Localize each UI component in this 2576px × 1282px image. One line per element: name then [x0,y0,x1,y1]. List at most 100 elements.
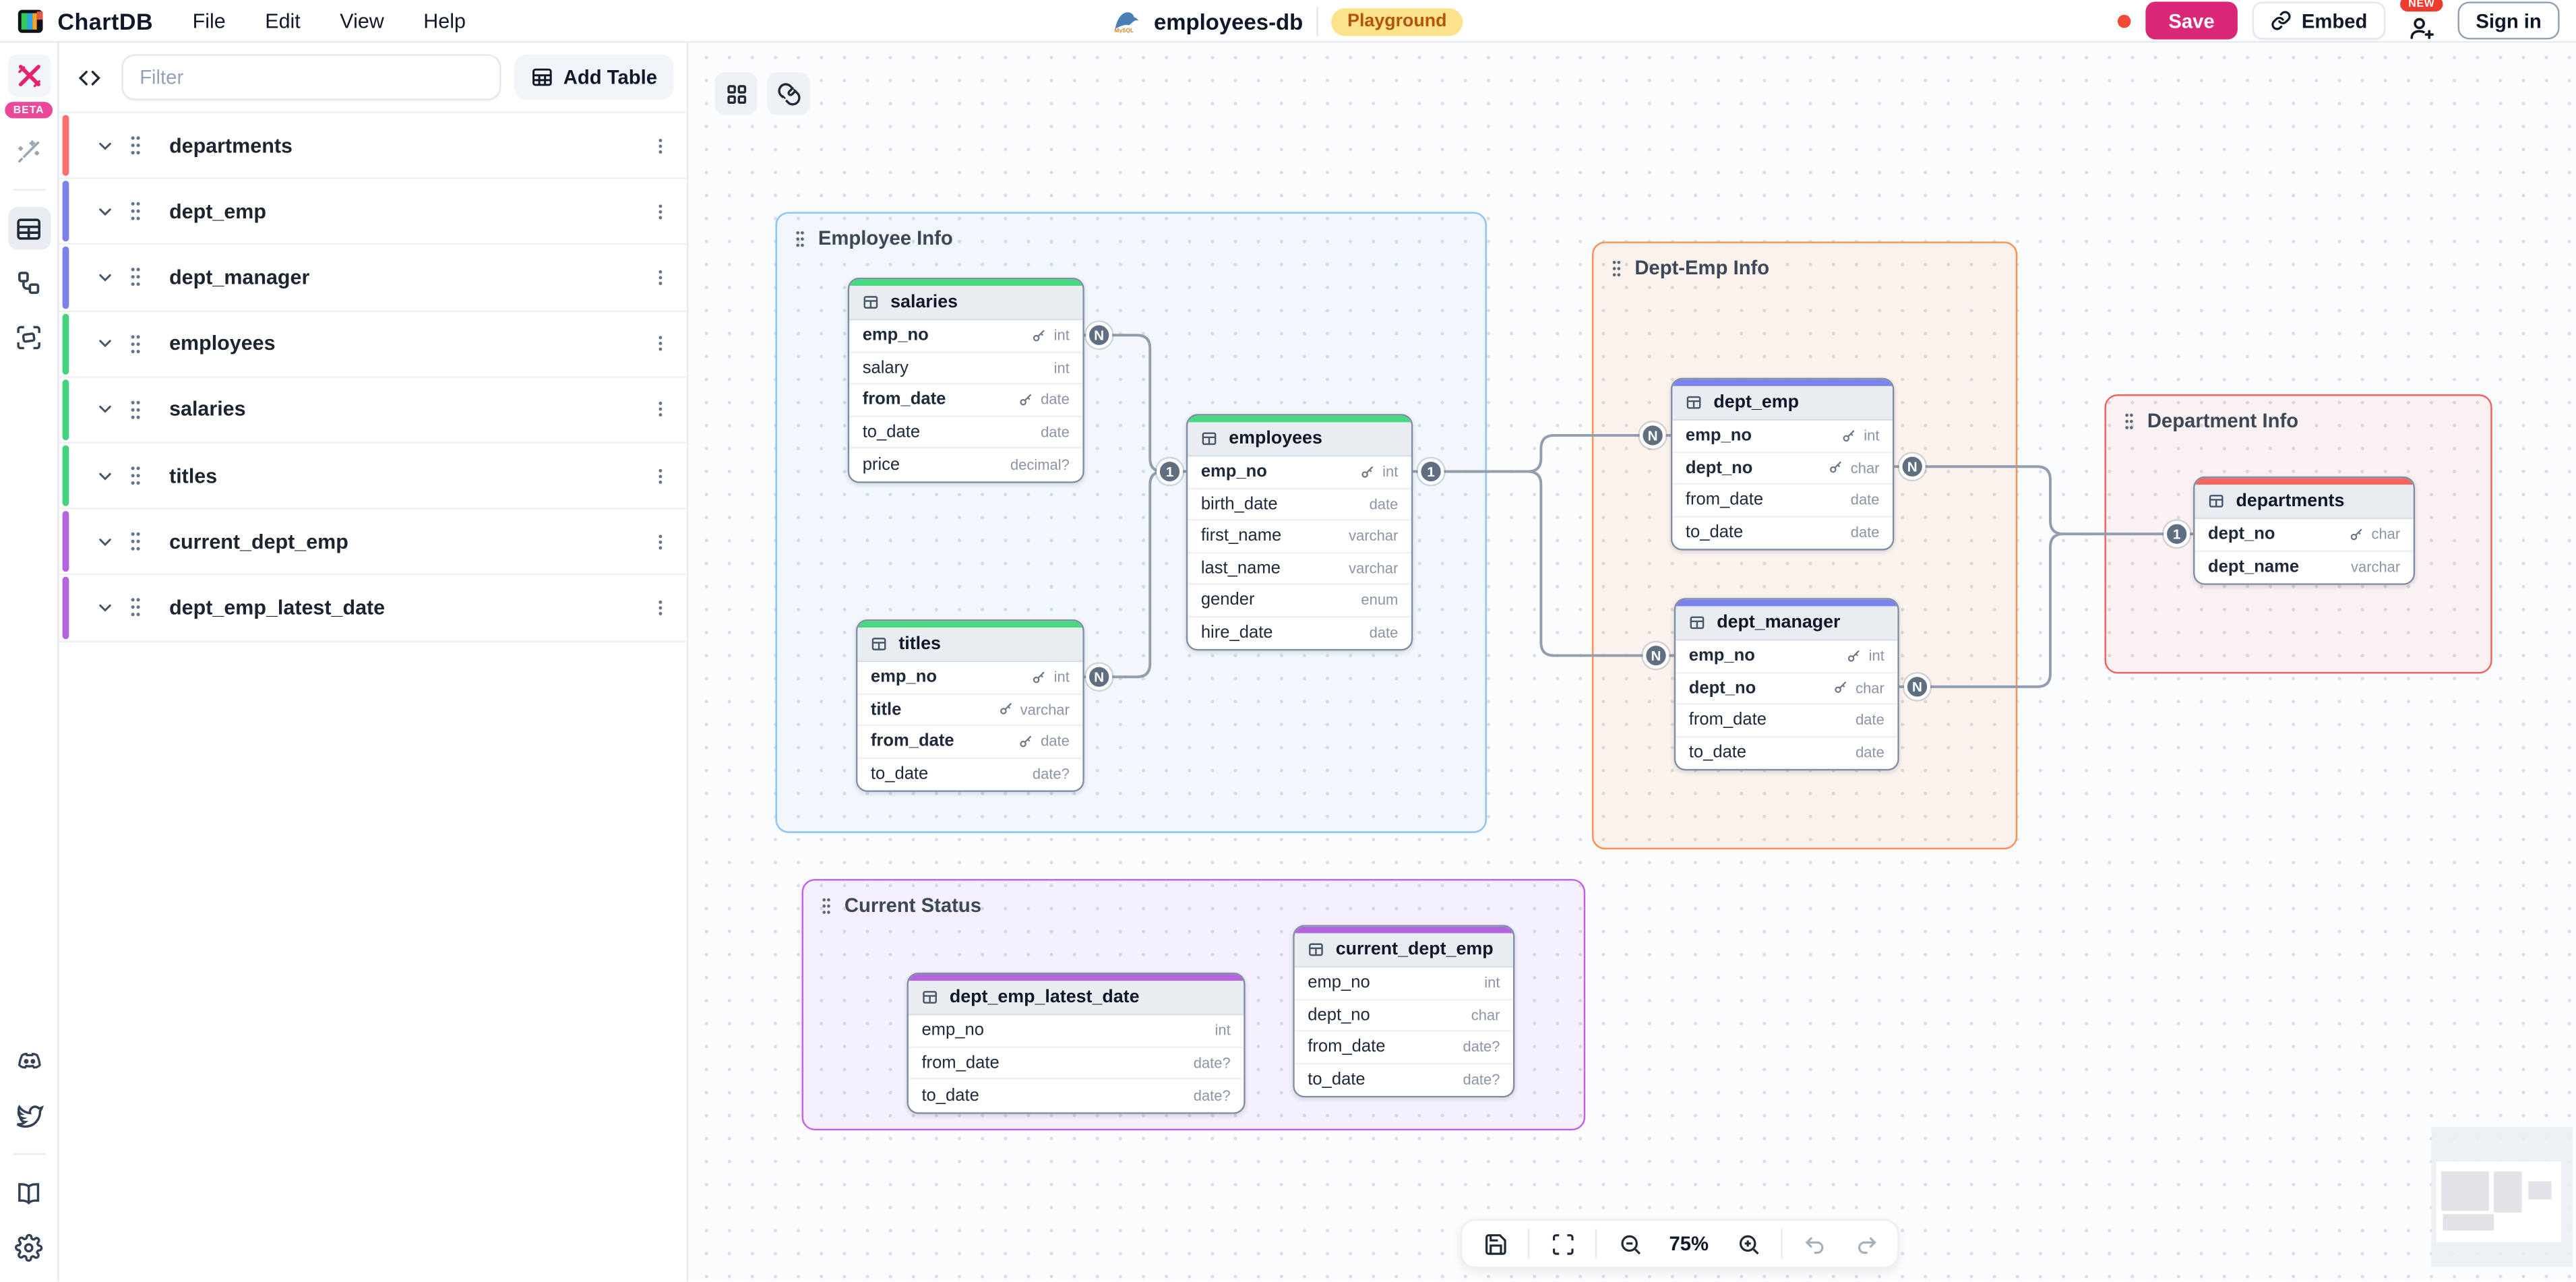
field-row: to_date date? [857,758,1083,791]
invite-user-button[interactable]: NEW [2400,0,2443,40]
save-button[interactable]: Save [2145,1,2238,40]
diagram-canvas[interactable]: Employee Info Dept-Emp Info Department I… [688,42,2576,1282]
chevron-down-icon[interactable] [95,202,115,221]
fit-view-icon[interactable] [1539,1224,1585,1264]
chartdb-pink-logo-button[interactable] [7,54,51,97]
minimap-area-block [2441,1171,2489,1211]
drag-handle-icon[interactable] [128,267,143,288]
sidebar-item-employees[interactable]: employees [59,311,687,378]
color-strip [62,379,69,441]
kebab-menu-icon[interactable] [650,266,670,289]
drag-handle-icon[interactable] [128,201,143,222]
table-node-dept_emp[interactable]: dept_emp emp_no int dept_no char from_date… [1670,377,1895,551]
relationships-section-button[interactable] [7,262,50,304]
magic-wand-icon[interactable] [7,130,50,173]
chevron-down-icon[interactable] [95,334,115,353]
table-header[interactable]: titles [857,628,1083,663]
filter-input[interactable] [121,54,501,100]
area-label[interactable]: Current Status [820,894,981,917]
table-name: salaries [169,398,246,421]
add-table-button[interactable]: Add Table [514,54,674,100]
undo-icon[interactable] [1792,1224,1838,1264]
field-row: emp_no int [1672,421,1893,453]
dependencies-section-button[interactable] [7,315,50,358]
menu-help[interactable]: Help [423,9,466,32]
chevron-down-icon[interactable] [95,466,115,485]
menu-edit[interactable]: Edit [265,9,301,32]
minimap[interactable] [2431,1127,2573,1267]
table-header[interactable]: employees [1188,422,1411,457]
table-node-titles[interactable]: titles emp_no int title varchar from_date d… [855,619,1084,792]
chevron-down-icon[interactable] [95,268,115,287]
chevron-down-icon[interactable] [95,400,115,419]
drag-handle-icon[interactable] [128,465,143,487]
embed-button[interactable]: Embed [2252,1,2386,40]
snap-magnet-button[interactable] [767,72,810,115]
area-label[interactable]: Dept-Emp Info [1610,256,1769,279]
menu-view[interactable]: View [340,9,384,32]
sidebar-item-salaries[interactable]: salaries [59,377,687,444]
table-node-salaries[interactable]: salaries emp_no int salary int from_date da… [847,277,1084,483]
table-node-dept_manager[interactable]: dept_manager emp_no int dept_no char from_… [1674,598,1899,771]
zoom-out-icon[interactable] [1607,1224,1653,1264]
zoom-level[interactable]: 75% [1669,1232,1709,1256]
menu-file[interactable]: File [192,9,226,32]
kebab-menu-icon[interactable] [650,200,670,223]
sidebar-item-dept_manager[interactable]: dept_manager [59,245,687,312]
color-strip [62,115,69,177]
field-row: emp_no int [1294,967,1513,1000]
table-header[interactable]: dept_manager [1676,606,1898,641]
table-header[interactable]: departments [2195,485,2414,520]
kebab-menu-icon[interactable] [650,597,670,619]
area-label[interactable]: Employee Info [793,226,953,250]
sidebar-item-dept_emp_latest_date[interactable]: dept_emp_latest_date [59,575,687,642]
kebab-menu-icon[interactable] [650,398,670,421]
key-icon [2351,528,2363,540]
tables-section-button[interactable] [7,207,51,250]
sidebar-item-departments[interactable]: departments [59,113,687,180]
kebab-menu-icon[interactable] [650,464,670,487]
field-row: emp_no int [849,320,1083,353]
sidebar-item-titles[interactable]: titles [59,443,687,510]
table-header[interactable]: dept_emp_latest_date [908,981,1244,1016]
kebab-menu-icon[interactable] [650,530,670,553]
kebab-menu-icon[interactable] [650,332,670,355]
code-view-icon[interactable] [69,57,109,97]
sidebar-item-current_dept_emp[interactable]: current_dept_emp [59,509,687,576]
database-name[interactable]: employees-db [1153,9,1304,34]
grip-dots-icon [793,229,807,247]
chevron-down-icon[interactable] [95,532,115,551]
table-color-strip [1672,379,1893,386]
redo-icon[interactable] [1842,1224,1888,1264]
save-diagram-icon[interactable] [1472,1224,1518,1264]
table-name: employees [169,332,276,355]
sidebar-item-dept_emp[interactable]: dept_emp [59,179,687,246]
embed-label: Embed [2301,9,2368,32]
settings-gear-icon[interactable] [7,1225,50,1268]
top-menubar: ChartDB File Edit View Help MySQL employ… [0,0,2576,43]
discord-icon[interactable] [7,1040,50,1082]
sign-in-button[interactable]: Sign in [2457,1,2560,40]
table-node-current_dept_emp[interactable]: current_dept_emp emp_no int dept_no char f… [1293,925,1515,1098]
table-header[interactable]: salaries [849,286,1083,321]
area-label[interactable]: Department Info [2122,409,2298,432]
docs-book-icon[interactable] [7,1171,50,1214]
drag-handle-icon[interactable] [128,597,143,619]
drag-handle-icon[interactable] [128,399,143,421]
drag-handle-icon[interactable] [128,531,143,553]
table-node-employees[interactable]: employees emp_no int birth_date date first… [1186,414,1413,651]
chevron-down-icon[interactable] [95,135,115,155]
table-node-departments[interactable]: departments dept_no char dept_name varchar [2193,476,2416,585]
kebab-menu-icon[interactable] [650,134,670,157]
auto-arrange-button[interactable] [714,72,758,115]
zoom-in-icon[interactable] [1725,1224,1771,1264]
table-header[interactable]: dept_emp [1672,386,1893,421]
table-header[interactable]: current_dept_emp [1294,933,1513,968]
chevron-down-icon[interactable] [95,598,115,617]
app-title: ChartDB [57,7,154,34]
drag-handle-icon[interactable] [128,135,143,156]
twitter-icon[interactable] [7,1094,50,1136]
table-node-dept_emp_latest_date[interactable]: dept_emp_latest_date emp_no int from_date… [907,973,1246,1113]
drag-handle-icon[interactable] [128,333,143,355]
playground-badge: Playground [1330,7,1463,36]
